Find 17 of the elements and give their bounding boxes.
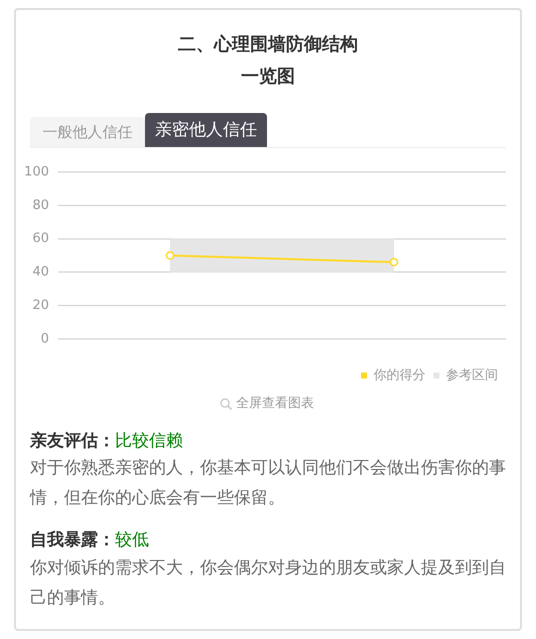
text: 对于你熟悉亲密的人，你基本可以认同他们不会做出伤害你的事情，但在你的心底会有一些保留。 bbox=[30, 457, 507, 510]
y-tick-label: 80 bbox=[32, 198, 49, 213]
y-tick-label: 0 bbox=[40, 331, 49, 346]
legend-label: 你的得分 bbox=[372, 368, 426, 383]
y-tick-label: 100 bbox=[24, 164, 49, 180]
y-tick-label: 60 bbox=[32, 231, 49, 246]
y-tick-label: 20 bbox=[32, 298, 49, 313]
chart-title: 二、心理围墙防御结构一览图 bbox=[177, 33, 359, 89]
text: 你对倾诉的需求不大，你会偶尔对身边的朋友或家人提及到到自己的事情。 bbox=[30, 557, 507, 610]
tab[interactable]: 亲密他人信任 bbox=[145, 113, 267, 147]
legend-label: 参考区间 bbox=[446, 368, 498, 383]
text: 亲友评估： bbox=[30, 431, 115, 451]
text: 全屏查看图表 bbox=[236, 396, 314, 412]
text: 较低 bbox=[115, 530, 149, 550]
text: 比较信赖 bbox=[115, 431, 183, 451]
text: 自我暴露： bbox=[30, 530, 115, 550]
y-tick-label: 40 bbox=[32, 264, 49, 280]
